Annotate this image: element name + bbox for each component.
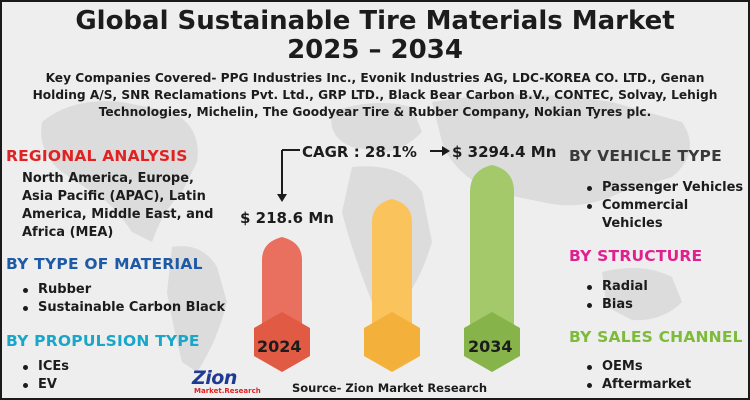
list-item: EV <box>20 376 69 394</box>
type-of-material-list: Rubber Sustainable Carbon Black <box>20 281 225 317</box>
pillar-2024 <box>262 237 302 342</box>
list-item: Bias <box>584 296 648 314</box>
regional-analysis-heading: REGIONAL ANALYSIS <box>6 147 188 165</box>
page-title-line-2: 2025 – 2034 <box>287 35 463 65</box>
logo-name: Zion <box>192 367 237 389</box>
arrowhead-right <box>442 146 450 156</box>
arrowhead-down <box>277 194 287 202</box>
type-of-material-heading: BY TYPE OF MATERIAL <box>6 255 203 273</box>
growth-graphic <box>254 146 520 372</box>
list-item: OEMs <box>584 358 691 376</box>
cagr-label: CAGR : 28.1% <box>302 143 417 161</box>
list-item: Passenger Vehicles <box>584 179 743 197</box>
source-text: Source- Zion Market Research <box>292 381 488 395</box>
hexagon-2034 <box>464 312 520 372</box>
list-item: Rubber <box>20 281 225 299</box>
key-companies-text: Key Companies Covered- PPG Industries In… <box>32 71 718 119</box>
regional-analysis-text: North America, Europe, Asia Pacific (APA… <box>22 171 214 240</box>
hexagon-2024 <box>254 312 310 372</box>
list-item: Radial <box>584 278 648 296</box>
vehicle-type-list: Passenger Vehicles Commercial Vehicles <box>584 179 743 233</box>
sales-channel-heading: BY SALES CHANNEL <box>569 328 743 346</box>
list-item: Sustainable Carbon Black <box>20 299 225 317</box>
end-value-label: $ 3294.4 Mn <box>452 143 557 161</box>
propulsion-type-heading: BY PROPULSION TYPE <box>6 332 200 350</box>
year-2034-label: 2034 <box>468 337 513 356</box>
structure-list: Radial Bias <box>584 278 648 314</box>
zion-logo: Zion Market.Research <box>192 367 282 398</box>
page-title-line-1: Global Sustainable Tire Materials Market <box>75 6 675 36</box>
start-value-label: $ 218.6 Mn <box>240 209 334 227</box>
list-item: Aftermarket <box>584 376 691 394</box>
pillar-middle <box>372 199 412 342</box>
logo-subtitle: Market.Research <box>194 387 261 395</box>
list-item: ICEs <box>20 358 69 376</box>
propulsion-type-list: ICEs EV <box>20 358 69 394</box>
vehicle-type-heading: BY VEHICLE TYPE <box>569 147 722 165</box>
hexagon-middle <box>364 312 420 372</box>
sales-channel-list: OEMs Aftermarket <box>584 358 691 394</box>
year-2024-label: 2024 <box>257 337 302 356</box>
structure-heading: BY STRUCTURE <box>569 247 703 265</box>
pillar-2034 <box>470 165 514 342</box>
list-item: Commercial Vehicles <box>584 197 722 233</box>
